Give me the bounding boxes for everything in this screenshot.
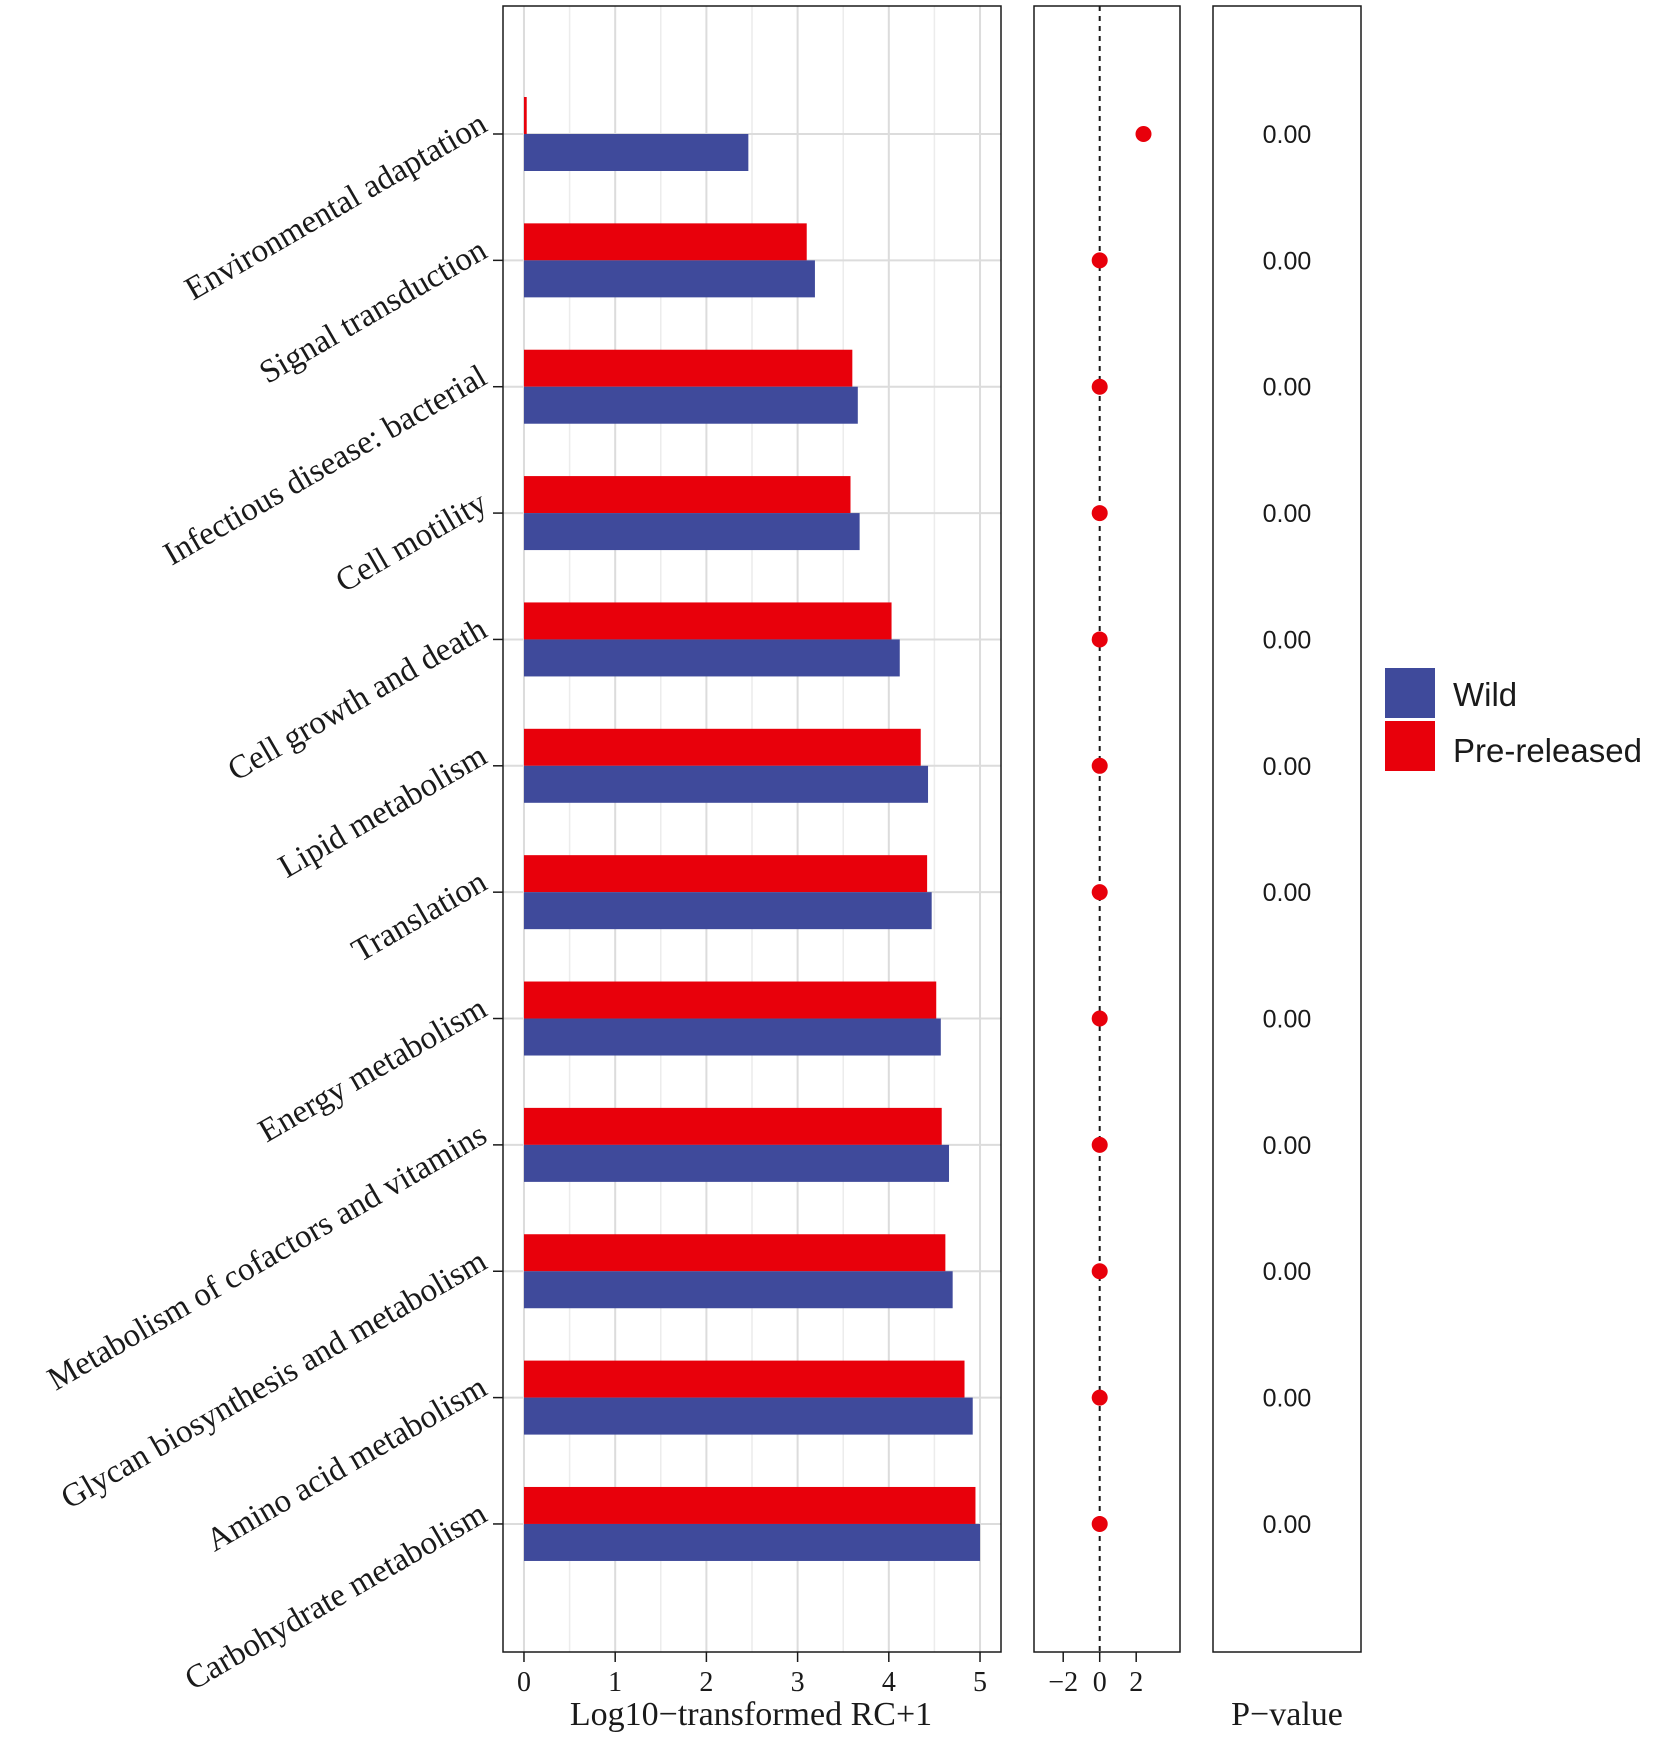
pvalue-text: 0.00	[1263, 374, 1312, 402]
bar-wild	[523, 260, 815, 298]
bar-pre-released	[523, 728, 921, 766]
pvalue-text: 0.00	[1263, 1006, 1312, 1034]
diff-tick-label: −2	[1048, 1667, 1078, 1698]
diff-point	[1091, 505, 1108, 522]
category-label: Metabolism of cofactors and vitamins	[42, 1117, 493, 1398]
diff-point	[1135, 126, 1152, 142]
bar-pre-released	[523, 476, 851, 514]
bar-pre-released	[523, 1360, 965, 1398]
axis-ticks: 0 1 2 3 4 5 −2 0 2	[493, 133, 1143, 1698]
bar-panel-frame	[502, 5, 1002, 1653]
pvalue-text: 0.00	[1263, 1511, 1312, 1539]
diff-point	[1091, 1136, 1108, 1153]
bar-pre-released	[523, 1234, 946, 1272]
bar-wild	[523, 892, 932, 930]
x-tick-label: 1	[608, 1667, 622, 1698]
difference-panel	[1091, 6, 1152, 1652]
bar-pre-released	[523, 981, 937, 1019]
pvalue-text: 0.00	[1263, 753, 1312, 781]
bar-pre-released	[523, 223, 807, 261]
panel-frames	[502, 5, 1362, 1653]
legend-label-pre-released: Pre-released	[1453, 732, 1642, 769]
x-tick-label: 4	[882, 1667, 896, 1698]
bar-pre-released	[523, 855, 928, 893]
difference-panel-frame	[1033, 5, 1181, 1653]
bar-wild	[523, 1523, 981, 1561]
diff-point	[1091, 252, 1108, 269]
bar-x-axis-label: Log10−transformed RC+1	[570, 1696, 932, 1733]
diff-point	[1091, 1389, 1108, 1406]
x-tick-label: 5	[973, 1667, 987, 1698]
pvalue-text: 0.00	[1263, 121, 1312, 149]
pvalue-text: 0.00	[1263, 1132, 1312, 1160]
bar-wild	[523, 1397, 973, 1435]
pvalue-text: 0.00	[1263, 247, 1312, 275]
bar-wild	[523, 1144, 950, 1182]
x-tick-label: 2	[699, 1667, 713, 1698]
bar-panel-bars	[523, 97, 981, 1561]
diff-tick-label: 0	[1093, 1667, 1107, 1698]
category-label: Cell motility	[330, 485, 494, 600]
bar-pre-released	[523, 1486, 976, 1524]
bar-wild	[523, 386, 858, 424]
x-tick-label: 3	[791, 1667, 805, 1698]
pvalue-text: 0.00	[1263, 500, 1312, 528]
pvalue-text: 0.00	[1263, 879, 1312, 907]
legend-swatch-pre-released	[1385, 721, 1435, 771]
bar-pre-released	[523, 602, 892, 640]
bar-wild	[523, 134, 749, 171]
bar-pre-released	[523, 97, 527, 134]
legend-swatch-wild	[1385, 668, 1435, 718]
bar-wild	[523, 765, 929, 803]
x-tick-label: 0	[517, 1667, 531, 1698]
pvalue-axis-label: P−value	[1231, 1696, 1343, 1733]
pvalue-panel: 0.00 0.00 0.00 0.00 0.00 0.00 0.00 0.00 0.00 0.00…	[1263, 121, 1312, 1539]
pvalue-text: 0.00	[1263, 1258, 1312, 1286]
diff-point	[1091, 757, 1108, 774]
bar-wild	[523, 639, 900, 677]
bar-wild	[523, 1018, 941, 1056]
category-label: Glycan biosynthesis and metabolism	[55, 1243, 493, 1517]
diff-tick-label: 2	[1129, 1667, 1143, 1698]
diff-point	[1091, 631, 1108, 648]
pvalue-text: 0.00	[1263, 1385, 1312, 1413]
category-label: Lipid metabolism	[273, 737, 494, 885]
diff-point	[1091, 1263, 1108, 1280]
bar-wild	[523, 513, 860, 551]
diff-point	[1091, 1515, 1108, 1532]
diff-point	[1091, 884, 1108, 901]
diff-point	[1091, 378, 1108, 395]
pvalue-panel-frame	[1212, 5, 1362, 1653]
diff-point	[1091, 1010, 1108, 1027]
pvalue-text: 0.00	[1263, 626, 1312, 654]
bar-wild	[523, 1271, 953, 1309]
bar-pre-released	[523, 1107, 942, 1145]
legend: Wild Pre-released	[1385, 668, 1642, 771]
legend-label-wild: Wild	[1453, 676, 1517, 713]
category-label: Signal transduction	[254, 232, 493, 391]
category-label: Translation	[346, 864, 493, 970]
bar-pre-released	[523, 349, 853, 387]
